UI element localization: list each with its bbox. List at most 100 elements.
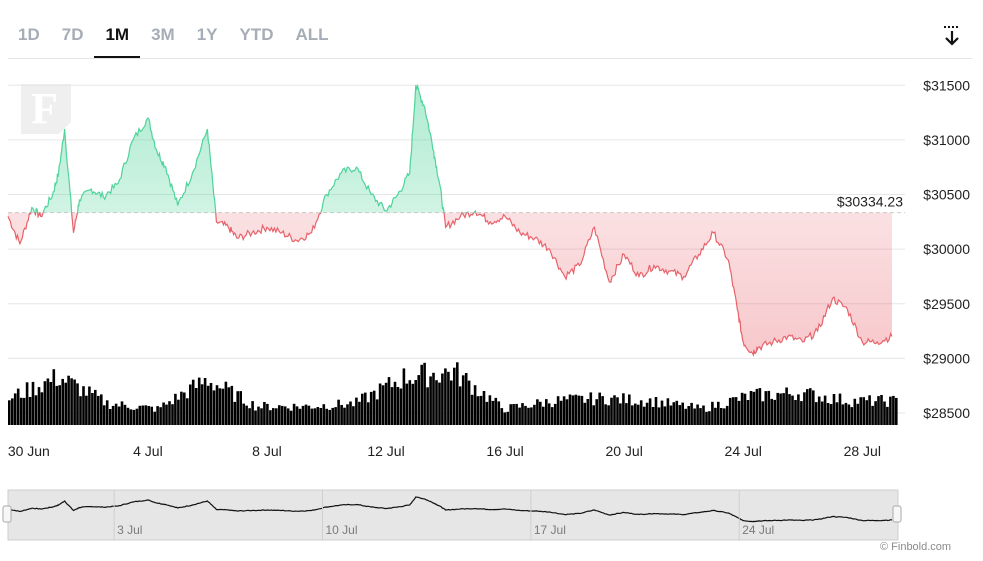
navigator-handle-right[interactable]	[892, 505, 902, 523]
tabs-divider	[8, 58, 972, 59]
volume-bar	[114, 403, 118, 425]
volume-bar	[263, 402, 266, 425]
volume-bar	[874, 401, 877, 425]
volume-bar	[55, 385, 59, 425]
volume-bar	[319, 408, 323, 425]
volume-bar	[877, 396, 880, 425]
volume-bar	[850, 407, 854, 425]
volume-bar	[714, 407, 717, 425]
volume-bar	[491, 400, 495, 425]
volume-bar	[254, 410, 257, 425]
volume-bar	[423, 362, 426, 425]
x-tick-label: 28 Jul	[844, 443, 881, 459]
volume-bar	[518, 407, 521, 425]
volume-bar	[604, 404, 607, 425]
volume-bar	[369, 391, 373, 425]
volume-bar	[147, 406, 150, 425]
volume-bar	[447, 371, 450, 425]
y-tick-label: $29500	[923, 296, 970, 312]
tab-1m[interactable]: 1M	[94, 18, 141, 58]
volume-bar	[524, 405, 527, 425]
volume-bar	[672, 402, 676, 425]
volume-bar	[473, 385, 477, 425]
volume-bar	[568, 394, 572, 425]
volume-bar	[162, 402, 165, 425]
volume-bar	[645, 402, 649, 425]
download-icon[interactable]	[940, 25, 964, 47]
range-tabs: 1D 7D 1M 3M 1Y YTD ALL	[0, 18, 340, 60]
navigator-tick-label: 17 Jul	[534, 523, 566, 537]
volume-bar	[13, 393, 17, 425]
volume-bar	[586, 399, 590, 425]
credit-text[interactable]: © Finbold.com	[880, 541, 952, 553]
volume-bar	[120, 401, 124, 425]
volume-bar	[372, 390, 376, 425]
volume-bar	[628, 394, 631, 425]
baseline-label: $30334.23	[837, 194, 903, 210]
tab-3m[interactable]: 3M	[151, 25, 175, 44]
volume-bar	[654, 397, 658, 425]
navigator-handle-left[interactable]	[2, 505, 12, 523]
volume-bar	[723, 408, 726, 425]
navigator-window[interactable]	[7, 489, 899, 541]
volume-bar	[245, 405, 248, 425]
volume-bar	[218, 388, 222, 425]
volume-bar	[102, 405, 106, 425]
volume-bar	[94, 389, 97, 425]
volume-bar	[687, 406, 690, 425]
volume-bar	[485, 401, 489, 425]
volume-bar	[571, 395, 575, 425]
volume-bar	[16, 388, 20, 425]
volume-bar	[622, 393, 625, 425]
volume-bar	[746, 400, 750, 425]
volume-bar	[809, 388, 812, 425]
volume-bar	[381, 385, 385, 425]
x-tick-label: 20 Jul	[605, 443, 642, 459]
volume-bar	[812, 390, 815, 425]
volume-bar	[64, 382, 67, 425]
volume-bar	[31, 381, 35, 425]
tab-1y[interactable]: 1Y	[196, 25, 218, 44]
volume-bar	[488, 395, 492, 425]
volume-bar	[197, 377, 201, 425]
volume-bar	[562, 396, 566, 425]
tab-7d[interactable]: 7D	[61, 25, 84, 44]
volume-bar	[530, 407, 533, 425]
area-above-baseline	[30, 85, 476, 213]
volume-bar	[479, 395, 483, 425]
tab-ytd[interactable]: YTD	[239, 25, 274, 44]
volume-bar	[731, 397, 735, 425]
volume-bar	[631, 405, 634, 425]
volume-bar	[589, 392, 593, 425]
volume-bar	[203, 378, 207, 425]
volume-bar	[221, 388, 225, 425]
volume-bar	[37, 387, 41, 425]
volume-bar	[43, 381, 47, 425]
volume-bar	[108, 409, 112, 425]
volume-bar	[61, 378, 64, 425]
tab-1d[interactable]: 1D	[18, 25, 40, 44]
volume-bar	[835, 402, 839, 425]
volume-bar	[542, 406, 545, 425]
volume-bar	[150, 406, 153, 425]
volume-bar	[298, 408, 302, 425]
volume-bar	[242, 403, 245, 425]
volume-bar	[883, 401, 886, 425]
volume-bar	[865, 400, 868, 425]
area-below-baseline	[8, 212, 893, 355]
x-tick-label: 8 Jul	[252, 443, 282, 459]
volume-bar	[515, 403, 518, 425]
volume-bar	[52, 369, 56, 425]
tab-all[interactable]: ALL	[295, 25, 329, 44]
volume-bar	[717, 401, 720, 425]
volume-bar	[639, 400, 643, 425]
volume-bar	[467, 380, 471, 425]
volume-bar	[144, 405, 148, 425]
volume-bar	[702, 405, 705, 425]
volume-bar	[613, 395, 616, 425]
volume-bar	[533, 404, 536, 425]
volume-bar	[536, 399, 539, 425]
volume-bar	[666, 398, 670, 425]
volume-bar	[73, 379, 76, 425]
